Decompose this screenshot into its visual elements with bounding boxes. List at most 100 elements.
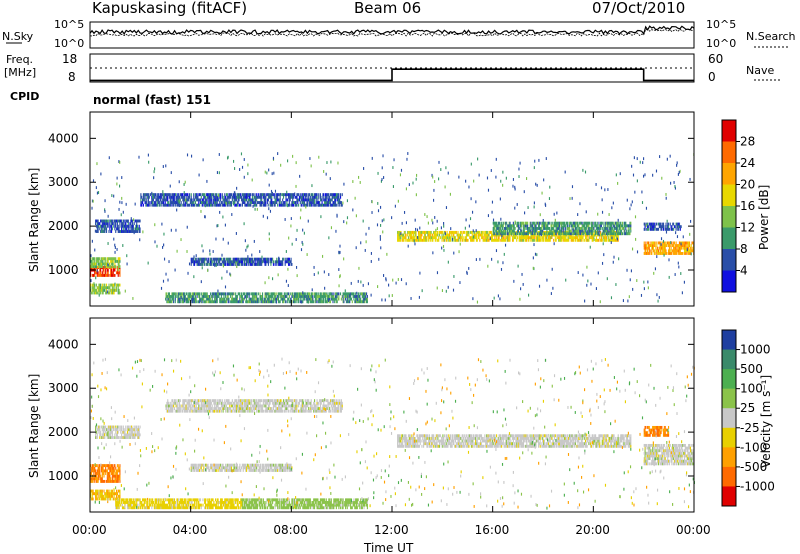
data-cell bbox=[260, 262, 262, 266]
data-cell bbox=[236, 257, 238, 261]
data-cell bbox=[623, 229, 625, 233]
data-cell bbox=[362, 295, 364, 298]
data-cell bbox=[113, 466, 115, 470]
data-cell bbox=[584, 238, 586, 242]
scatter-cell bbox=[216, 171, 219, 174]
data-cell bbox=[261, 295, 263, 298]
data-cell bbox=[167, 201, 169, 204]
data-cell bbox=[422, 238, 424, 242]
data-cell bbox=[93, 288, 95, 292]
data-cell bbox=[216, 292, 218, 296]
data-cell bbox=[338, 198, 340, 202]
data-cell bbox=[649, 241, 651, 245]
scatter-cell bbox=[132, 297, 134, 300]
data-cell bbox=[606, 227, 608, 230]
data-cell bbox=[166, 195, 168, 199]
scatter-cell bbox=[179, 204, 181, 207]
data-cell bbox=[162, 193, 164, 197]
scatter-cell bbox=[320, 215, 322, 219]
data-cell bbox=[465, 238, 467, 242]
data-cell bbox=[647, 241, 649, 245]
scatter-cell bbox=[539, 213, 541, 217]
scatter-cell bbox=[444, 185, 446, 189]
data-cell bbox=[102, 291, 104, 295]
data-cell bbox=[101, 219, 103, 223]
data-cell bbox=[673, 249, 676, 253]
data-cell bbox=[251, 300, 254, 304]
data-cell bbox=[214, 297, 216, 301]
data-cell bbox=[573, 236, 575, 240]
data-cell bbox=[591, 238, 593, 242]
data-cell bbox=[122, 224, 124, 228]
data-cell bbox=[214, 195, 216, 199]
data-cell bbox=[106, 479, 108, 483]
data-cell bbox=[674, 244, 676, 247]
scatter-cell bbox=[612, 201, 614, 205]
data-cell bbox=[91, 257, 93, 261]
data-cell bbox=[284, 201, 286, 204]
data-cell bbox=[659, 252, 661, 255]
data-cell bbox=[536, 236, 538, 240]
data-cell bbox=[425, 236, 427, 240]
data-cell bbox=[433, 230, 435, 234]
data-cell bbox=[196, 195, 198, 199]
data-cell bbox=[157, 195, 159, 199]
data-cell bbox=[418, 233, 420, 237]
data-cell bbox=[516, 229, 519, 233]
data-cell bbox=[247, 201, 249, 204]
data-cell bbox=[233, 193, 235, 197]
data-cell bbox=[498, 238, 500, 242]
data-cell bbox=[235, 257, 237, 261]
data-cell bbox=[610, 229, 612, 233]
data-cell bbox=[117, 219, 119, 223]
data-cell bbox=[270, 300, 272, 304]
data-cell bbox=[517, 224, 519, 228]
data-cell bbox=[297, 193, 299, 197]
data-cell bbox=[165, 295, 167, 298]
data-cell bbox=[206, 193, 208, 197]
data-cell bbox=[511, 238, 514, 242]
data-cell bbox=[613, 236, 615, 240]
scatter-cell bbox=[514, 185, 516, 189]
data-cell bbox=[142, 198, 144, 202]
data-cell bbox=[110, 268, 112, 272]
freq-label-1: Freq. bbox=[6, 53, 33, 66]
data-cell bbox=[217, 262, 219, 266]
scatter-cell bbox=[470, 162, 472, 166]
scatter-cell bbox=[405, 187, 407, 191]
scatter-cell bbox=[204, 215, 206, 219]
data-cell bbox=[203, 260, 205, 264]
data-cell bbox=[147, 193, 149, 197]
data-cell bbox=[99, 472, 101, 475]
data-cell bbox=[207, 195, 209, 199]
data-cell bbox=[307, 198, 309, 202]
data-cell bbox=[615, 227, 618, 230]
data-cell bbox=[309, 198, 311, 202]
data-cell bbox=[225, 297, 228, 301]
data-cell bbox=[192, 260, 194, 264]
data-cell bbox=[207, 257, 209, 261]
data-cell bbox=[93, 469, 95, 473]
scatter-cell bbox=[179, 198, 181, 202]
scatter-cell bbox=[253, 239, 255, 243]
scatter-cell bbox=[676, 161, 678, 165]
data-cell bbox=[302, 193, 304, 197]
data-cell bbox=[436, 238, 438, 242]
scatter-cell bbox=[307, 219, 309, 223]
data-cell bbox=[194, 300, 196, 304]
data-cell bbox=[112, 257, 114, 261]
data-cell bbox=[263, 260, 265, 264]
data-cell bbox=[188, 203, 191, 207]
data-cell bbox=[116, 283, 118, 287]
data-cell bbox=[227, 292, 229, 296]
data-cell bbox=[186, 203, 188, 207]
data-cell bbox=[204, 292, 207, 296]
data-cell bbox=[332, 203, 334, 207]
scatter-cell bbox=[200, 209, 202, 213]
data-cell bbox=[319, 297, 321, 301]
data-cell bbox=[282, 300, 284, 304]
data-cell bbox=[341, 193, 343, 197]
data-cell bbox=[242, 292, 244, 296]
data-cell bbox=[235, 257, 238, 261]
data-cell bbox=[577, 229, 579, 233]
